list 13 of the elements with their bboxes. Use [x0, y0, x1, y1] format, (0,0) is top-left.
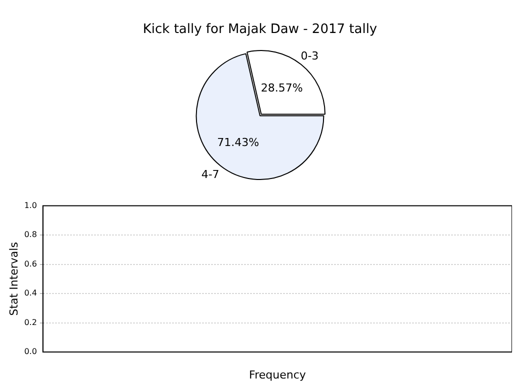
y-tick-label: 0.0 — [24, 347, 37, 356]
y-tick-label: 0.6 — [24, 259, 37, 268]
data-label: 71.43% — [217, 136, 260, 150]
data-label: 28.57% — [260, 81, 303, 94]
x-axis-title: Frequency — [249, 368, 306, 382]
y-tick-label: 0.2 — [24, 318, 37, 327]
slice-label: 4-7 — [201, 168, 220, 181]
chart-title: Kick tally for Majak Daw - 2017 tally — [142, 22, 378, 38]
y-axis-title: Stat Intervals — [7, 242, 20, 316]
y-tick-label: 0.4 — [24, 288, 37, 298]
y-tick-label: 0.8 — [24, 230, 37, 240]
slice-label: 0-3 — [300, 49, 319, 62]
y-tick-label: 1.0 — [24, 200, 37, 210]
